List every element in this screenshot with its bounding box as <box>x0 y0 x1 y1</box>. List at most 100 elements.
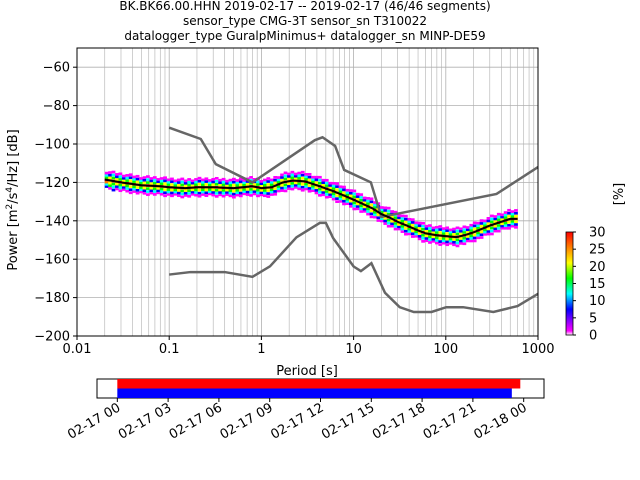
psd-density-cell <box>490 229 494 233</box>
psd-density-cell <box>111 173 116 177</box>
psd-density-cell <box>373 210 377 214</box>
psd-density-cell <box>424 236 429 240</box>
psd-density-cell <box>407 230 412 233</box>
psd-density-cell <box>448 230 453 234</box>
psd-density-cell <box>146 181 150 184</box>
psd-density-cell <box>204 177 209 181</box>
psd-density-cell <box>510 212 515 216</box>
psd-density-cell <box>355 207 360 211</box>
psd-density-cell <box>335 197 339 200</box>
psd-density-cell <box>262 191 267 195</box>
psd-density-cell <box>228 189 233 192</box>
psd-density-cell <box>417 221 422 225</box>
psd-density-cell <box>496 229 501 233</box>
psd-density-cell <box>331 184 336 188</box>
psd-density-cell <box>245 182 250 186</box>
psd-density-cell <box>166 188 171 191</box>
psd-density-cell <box>283 183 288 187</box>
psd-density-cell <box>283 174 288 178</box>
psd-density-cell <box>104 180 109 184</box>
psd-density-cell <box>318 175 322 179</box>
psd-density-cell <box>218 178 223 182</box>
psd-density-cell <box>190 179 195 183</box>
psd-density-cell <box>428 229 432 233</box>
psd-density-cell <box>269 190 274 194</box>
psd-density-cell <box>438 240 443 243</box>
psd-density-cell <box>121 179 126 182</box>
psd-density-cell <box>194 188 198 192</box>
psd-density-cell <box>121 185 126 189</box>
x-tick-label: 100 <box>433 342 458 357</box>
psd-density-cell <box>121 174 126 178</box>
psd-density-cell <box>207 181 212 185</box>
psd-density-cell <box>500 224 505 228</box>
psd-density-cell <box>455 229 460 233</box>
psd-density-cell <box>400 219 405 223</box>
psd-density-cell <box>345 188 350 192</box>
psd-density-cell <box>218 193 223 197</box>
psd-density-cell <box>201 193 205 196</box>
psd-density-cell <box>115 177 119 181</box>
psd-density-cell <box>342 185 346 189</box>
psd-density-cell <box>121 183 126 187</box>
psd-density-cell <box>486 227 491 231</box>
psd-density-cell <box>152 176 157 179</box>
psd-density-cell <box>273 190 278 193</box>
psd-density-cell <box>469 234 474 238</box>
psd-density-cell <box>479 230 484 234</box>
psd-density-cell <box>115 187 119 191</box>
y-tick-label: −180 <box>34 291 70 306</box>
psd-density-cell <box>369 209 374 213</box>
psd-density-cell <box>163 188 167 192</box>
coverage-bar <box>117 388 512 398</box>
psd-density-cell <box>359 193 364 196</box>
psd-density-cell <box>448 233 453 236</box>
psd-density-cell <box>225 190 229 194</box>
psd-density-cell <box>410 218 415 221</box>
psd-density-cell <box>297 187 302 191</box>
psd-density-cell <box>441 241 446 245</box>
psd-density-cell <box>283 189 288 193</box>
psd-density-cell <box>183 181 188 185</box>
plot-frame <box>76 47 539 337</box>
psd-density-cell <box>266 183 271 186</box>
psd-density-cell <box>400 217 405 220</box>
psd-density-cell <box>424 239 429 243</box>
psd-density-cell <box>331 187 336 190</box>
psd-density-cell <box>266 180 271 183</box>
psd-density-cell <box>262 194 267 198</box>
psd-density-cell <box>314 186 319 190</box>
psd-density-cell <box>452 230 456 233</box>
psd-density-cell <box>369 197 374 201</box>
psd-density-cell <box>146 187 150 190</box>
psd-density-cell <box>149 182 154 185</box>
psd-density-cell <box>252 182 257 186</box>
psd-density-cell <box>483 221 487 225</box>
psd-density-cell <box>493 227 498 231</box>
psd-density-cell <box>187 192 192 195</box>
psd-density-cell <box>314 181 319 184</box>
psd-density-cell <box>173 190 178 194</box>
psd-density-cell <box>259 191 264 194</box>
psd-density-cell <box>514 220 518 224</box>
psd-density-cell <box>407 220 412 224</box>
psd-density-cell <box>135 191 140 195</box>
psd-density-cell <box>328 186 333 190</box>
psd-density-cell <box>338 200 343 203</box>
psd-density-cell <box>483 224 487 227</box>
psd-density-cell <box>324 193 329 196</box>
psd-density-cell <box>142 191 147 195</box>
psd-density-cell <box>307 178 312 182</box>
psd-density-cell <box>448 241 453 245</box>
coverage-tick-label: 02-17 15 <box>319 400 377 442</box>
psd-density-cell <box>324 184 329 188</box>
psd-density-cell <box>379 219 384 223</box>
psd-density-cell <box>434 225 439 229</box>
psd-density-cell <box>235 179 240 182</box>
psd-density-cell <box>190 183 195 187</box>
psd-density-cell <box>276 187 281 191</box>
psd-density-cell <box>335 182 339 185</box>
psd-density-cell <box>445 229 450 232</box>
psd-density-cell <box>245 193 250 196</box>
psd-density-cell <box>242 190 247 193</box>
